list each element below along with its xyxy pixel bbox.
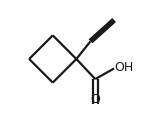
Text: OH: OH <box>115 61 134 74</box>
Text: O: O <box>90 93 100 106</box>
